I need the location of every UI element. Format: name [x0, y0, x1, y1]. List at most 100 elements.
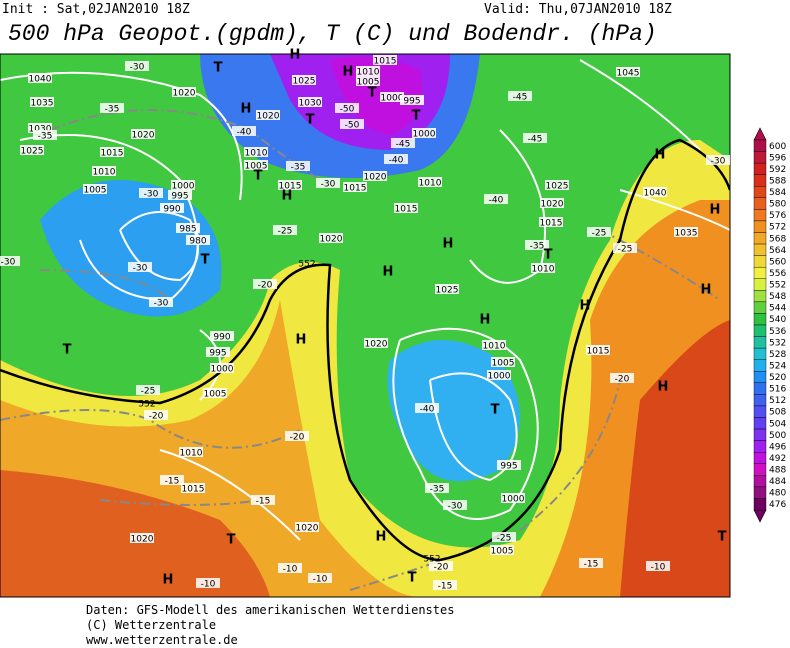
isotherm-label: -50	[340, 105, 355, 115]
isobar-label-bg	[181, 483, 205, 493]
isobar-label: 1025	[293, 77, 316, 87]
isotherm-label: -20	[258, 281, 273, 291]
isotherm-label: -30	[448, 502, 463, 512]
isotherm-label-bg	[433, 580, 457, 590]
isobar-label: 1040	[644, 189, 667, 199]
isotherm-label: -10	[651, 563, 666, 573]
isobar-label: 1020	[541, 200, 564, 210]
isobar-label: 1000	[502, 495, 525, 505]
isobar-label: 985	[179, 225, 196, 235]
isobar-label: 1015	[279, 182, 302, 192]
colorbar-label: 596	[769, 153, 786, 163]
pressure-center: T	[544, 248, 553, 263]
colorbar-box	[753, 475, 767, 488]
isotherm-label-bg	[384, 154, 408, 164]
colorbar-label: 516	[769, 385, 786, 395]
pressure-center: H	[655, 148, 666, 163]
isobar-label-bg	[210, 331, 234, 341]
pressure-center: T	[63, 343, 72, 358]
isobar-label-bg	[278, 180, 302, 190]
colorbar-label: 484	[769, 477, 786, 487]
isotherm-label: -25	[618, 245, 633, 255]
init-time: Init : Sat,02JAN2010 18Z	[2, 2, 190, 17]
isotherm-label-bg	[139, 188, 163, 198]
isotherm-label-bg	[100, 103, 124, 113]
isotherm-label-bg	[415, 403, 439, 413]
isobar-label: 1005	[357, 78, 380, 88]
isobar-label: 1020	[132, 131, 155, 141]
isotherm-label-bg	[525, 240, 549, 250]
isotherm-label: -10	[283, 565, 298, 575]
isotherm-label: -20	[149, 412, 164, 422]
isobar-label-bg	[28, 73, 52, 83]
colorbar-box	[753, 486, 767, 499]
isobar-label-bg	[356, 66, 380, 76]
isobar-label-bg	[244, 160, 268, 170]
pressure-center: T	[201, 253, 210, 268]
isotherm-label: -10	[201, 580, 216, 590]
isotherm-label-bg	[492, 532, 516, 542]
isobar-label: 1010	[419, 179, 442, 189]
contour-label: 552	[298, 260, 315, 270]
isobar-label-bg	[92, 166, 116, 176]
colorbar-label: 556	[769, 269, 786, 279]
isobar-label-bg	[20, 145, 44, 155]
colorbar-label: 552	[769, 281, 786, 291]
isobar-label-bg	[30, 97, 54, 107]
isobar-label-bg	[674, 227, 698, 237]
isotherm-label-bg	[285, 431, 309, 441]
isobar-label: 990	[213, 333, 230, 343]
isobar-label-bg	[244, 147, 268, 157]
isobar-label-bg	[540, 198, 564, 208]
isobar-label-bg	[487, 370, 511, 380]
isobar-label-bg	[363, 171, 387, 181]
isotherm-label-bg	[508, 91, 532, 101]
colorbar-box	[753, 139, 767, 152]
isotherm-label: -15	[256, 497, 271, 507]
colorbar-label: 480	[769, 489, 786, 499]
isotherm-label: -45	[528, 135, 543, 145]
isobar-label-bg	[298, 97, 322, 107]
isobar-label: 1010	[532, 265, 555, 275]
footer-url: www.wetterzentrale.de	[86, 633, 238, 647]
isotherm-label-bg	[0, 256, 20, 266]
isotherms	[0, 109, 721, 591]
isobar-label: 1005	[84, 186, 107, 196]
colorbar-label: 560	[769, 257, 786, 267]
colorbar-label: 568	[769, 234, 786, 244]
isotherm-label: -25	[141, 387, 156, 397]
colorbar-box	[753, 290, 767, 303]
isotherm-label-bg	[340, 119, 364, 129]
isotherm-label-bg	[610, 373, 634, 383]
colorbar-box	[753, 371, 767, 384]
isobar-label: 1015	[587, 347, 610, 357]
isotherm-label: -35	[430, 485, 445, 495]
pressure-center: T	[227, 533, 236, 548]
isotherm-label: -40	[237, 128, 252, 138]
colorbar-box	[753, 382, 767, 395]
isobar-label-bg	[531, 263, 555, 273]
pressure-center: T	[491, 403, 500, 418]
isotherm-label: -40	[420, 405, 435, 415]
pressure-center: T	[718, 530, 727, 545]
isobar-label: 1015	[395, 205, 418, 215]
colorbar-box	[753, 313, 767, 326]
isobar-label: 1025	[546, 182, 569, 192]
isotherm-label: -50	[345, 121, 360, 131]
colorbar-box	[753, 463, 767, 476]
low-europe	[387, 340, 520, 482]
isobar-label-bg	[343, 182, 367, 192]
colorbar-box	[753, 336, 767, 349]
isobar-label-bg	[295, 522, 319, 532]
isobar-label-bg	[400, 95, 424, 105]
isotherm-label: -30	[154, 299, 169, 309]
isobar-label: 1015	[374, 57, 397, 67]
isobar-label-bg	[171, 180, 195, 190]
colorbar-box	[753, 220, 767, 233]
colorbar-label: 504	[769, 419, 786, 429]
colorbar-arrow-bottom	[753, 509, 767, 523]
colorbar-box	[753, 197, 767, 210]
isotherm-label-bg	[429, 561, 453, 571]
